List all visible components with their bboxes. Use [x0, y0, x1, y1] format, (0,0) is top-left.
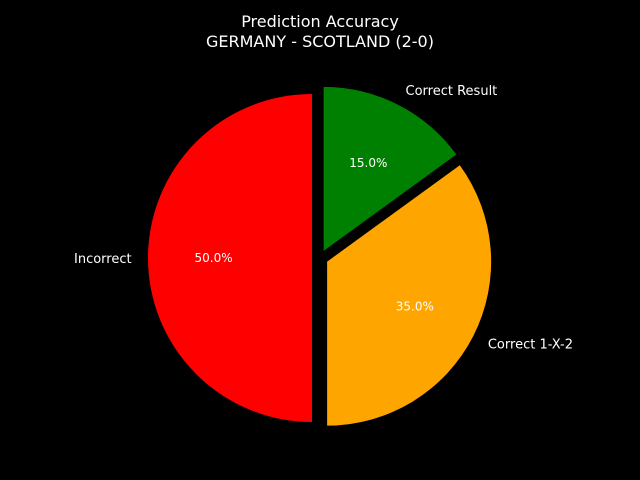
slice-percent-label: 50.0% — [195, 251, 233, 265]
slice-percent-label: 15.0% — [349, 156, 387, 170]
chart-title: Prediction Accuracy — [241, 12, 399, 31]
slice-category-label: Correct Result — [406, 84, 498, 99]
pie-slice — [323, 86, 457, 251]
pie-slice — [148, 94, 312, 422]
pie-slice — [327, 165, 492, 426]
chart-subtitle: GERMANY - SCOTLAND (2-0) — [206, 32, 434, 51]
slice-category-label: Correct 1-X-2 — [488, 338, 573, 353]
slice-category-label: Incorrect — [74, 252, 132, 267]
slice-percent-label: 35.0% — [396, 299, 434, 313]
pie-slices: 50.0% Incorrect 35.0% Correct 1-X-2 15.0% Cor… — [74, 84, 573, 426]
